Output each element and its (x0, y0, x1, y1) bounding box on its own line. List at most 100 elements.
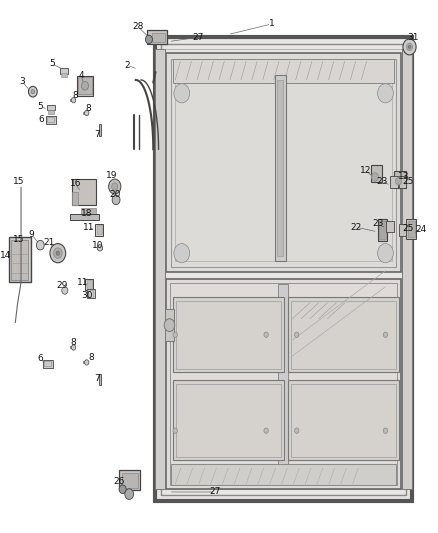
Bar (85, 279, 93, 290)
Text: 18: 18 (81, 209, 92, 217)
Text: 23: 23 (376, 177, 388, 185)
Circle shape (173, 428, 177, 433)
Bar (88, 290, 93, 297)
Bar (48, 110, 54, 114)
Bar (70, 346, 73, 348)
Text: 6: 6 (37, 354, 43, 362)
Bar (176, 301, 281, 369)
Bar (291, 301, 396, 369)
Bar (408, 221, 415, 237)
Bar (99, 124, 101, 136)
Bar (99, 374, 101, 385)
Bar (161, 44, 406, 495)
Bar (44, 361, 51, 366)
Bar (173, 380, 284, 460)
Circle shape (85, 110, 89, 116)
Circle shape (174, 84, 190, 103)
Bar (87, 280, 92, 289)
Bar (277, 80, 283, 256)
Circle shape (71, 98, 76, 103)
Bar (97, 225, 102, 234)
Bar (9, 237, 31, 282)
Bar (371, 165, 382, 182)
Bar (165, 309, 174, 341)
Bar (275, 75, 286, 261)
Bar (171, 464, 396, 485)
Bar (95, 224, 103, 236)
Bar (97, 247, 102, 249)
Text: 1: 1 (268, 20, 275, 28)
Circle shape (112, 195, 120, 205)
Text: 25: 25 (403, 224, 414, 232)
Bar (47, 105, 55, 110)
Circle shape (408, 45, 411, 49)
Bar (390, 176, 398, 188)
Bar (60, 68, 68, 74)
Circle shape (164, 319, 175, 332)
Text: 10: 10 (92, 241, 103, 249)
Bar (166, 53, 401, 272)
Text: 13: 13 (398, 173, 410, 181)
Circle shape (264, 332, 268, 337)
Bar (170, 283, 397, 485)
Bar (173, 59, 394, 83)
Text: 6: 6 (39, 116, 45, 124)
Bar (61, 73, 67, 77)
Circle shape (371, 173, 378, 181)
Text: 24: 24 (416, 225, 427, 233)
Circle shape (403, 39, 416, 55)
Bar (402, 49, 412, 489)
Circle shape (125, 489, 134, 499)
Circle shape (378, 244, 393, 263)
Bar (378, 219, 387, 241)
Bar (77, 76, 93, 96)
Text: 8: 8 (88, 353, 94, 361)
Text: 8: 8 (71, 338, 77, 346)
Text: 29: 29 (57, 281, 68, 289)
Circle shape (109, 179, 121, 194)
Text: 2: 2 (124, 61, 130, 69)
Text: 20: 20 (109, 190, 120, 198)
Bar (87, 289, 95, 298)
Circle shape (383, 332, 388, 337)
Circle shape (53, 248, 62, 259)
Text: 30: 30 (81, 292, 92, 300)
Bar (81, 208, 96, 216)
Text: 22: 22 (350, 223, 361, 231)
Bar (155, 49, 165, 489)
Bar (72, 192, 78, 205)
Text: 27: 27 (192, 33, 204, 42)
Circle shape (28, 86, 37, 97)
Circle shape (119, 485, 126, 494)
Bar (166, 279, 401, 489)
Bar (288, 380, 399, 460)
Circle shape (81, 82, 88, 90)
Circle shape (396, 177, 402, 185)
Bar (70, 99, 73, 101)
Circle shape (145, 35, 152, 44)
Text: 3: 3 (19, 77, 25, 85)
Bar (47, 117, 54, 122)
Circle shape (50, 244, 66, 263)
Text: 16: 16 (70, 180, 81, 188)
Circle shape (264, 428, 268, 433)
Circle shape (294, 332, 299, 337)
Circle shape (174, 244, 190, 263)
Bar (122, 473, 138, 488)
Circle shape (36, 240, 44, 250)
Bar (152, 33, 165, 42)
Bar (83, 112, 86, 114)
Bar (11, 240, 28, 280)
Circle shape (112, 183, 118, 190)
Bar (394, 171, 406, 188)
Circle shape (173, 332, 177, 337)
Text: 23: 23 (372, 220, 383, 228)
Text: 5: 5 (37, 102, 43, 111)
Circle shape (31, 90, 35, 94)
Bar (171, 59, 396, 266)
Text: 9: 9 (28, 230, 35, 239)
Bar (175, 64, 392, 261)
Circle shape (62, 287, 68, 294)
Text: 14: 14 (0, 252, 11, 260)
Bar (155, 37, 412, 501)
